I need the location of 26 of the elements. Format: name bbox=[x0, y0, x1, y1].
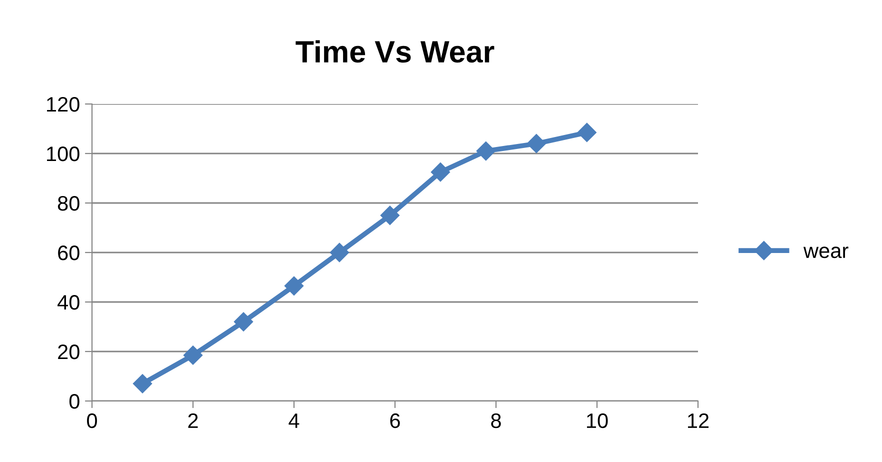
y-tick-label: 120 bbox=[47, 97, 80, 112]
point bbox=[526, 134, 546, 154]
y-tick-label: 80 bbox=[58, 196, 80, 211]
x-tick-label: 4 bbox=[288, 414, 300, 428]
x-tick-label: 2 bbox=[188, 413, 198, 428]
y-tick-label: 100 bbox=[47, 146, 80, 162]
point bbox=[380, 206, 400, 225]
point bbox=[234, 312, 254, 332]
y-tick-label: 40 bbox=[58, 295, 80, 310]
x-tick-label: 6 bbox=[390, 413, 400, 428]
point bbox=[132, 374, 152, 394]
point bbox=[284, 276, 304, 296]
x-tick-label: 12 bbox=[688, 413, 709, 428]
point bbox=[577, 122, 596, 142]
x-tick-label: 8 bbox=[491, 413, 501, 428]
point bbox=[430, 162, 450, 182]
point bbox=[183, 346, 203, 365]
x-tick-label: 0 bbox=[87, 413, 97, 428]
y-tick-label: 60 bbox=[58, 246, 80, 260]
point bbox=[476, 141, 496, 161]
point bbox=[330, 242, 349, 262]
chart-title: Time Vs Wear bbox=[296, 40, 494, 63]
y-tick-label: 20 bbox=[58, 344, 80, 360]
legend-label: wear bbox=[803, 246, 848, 258]
x-tick-label: 10 bbox=[587, 413, 608, 428]
y-tick-label: 0 bbox=[69, 394, 80, 409]
